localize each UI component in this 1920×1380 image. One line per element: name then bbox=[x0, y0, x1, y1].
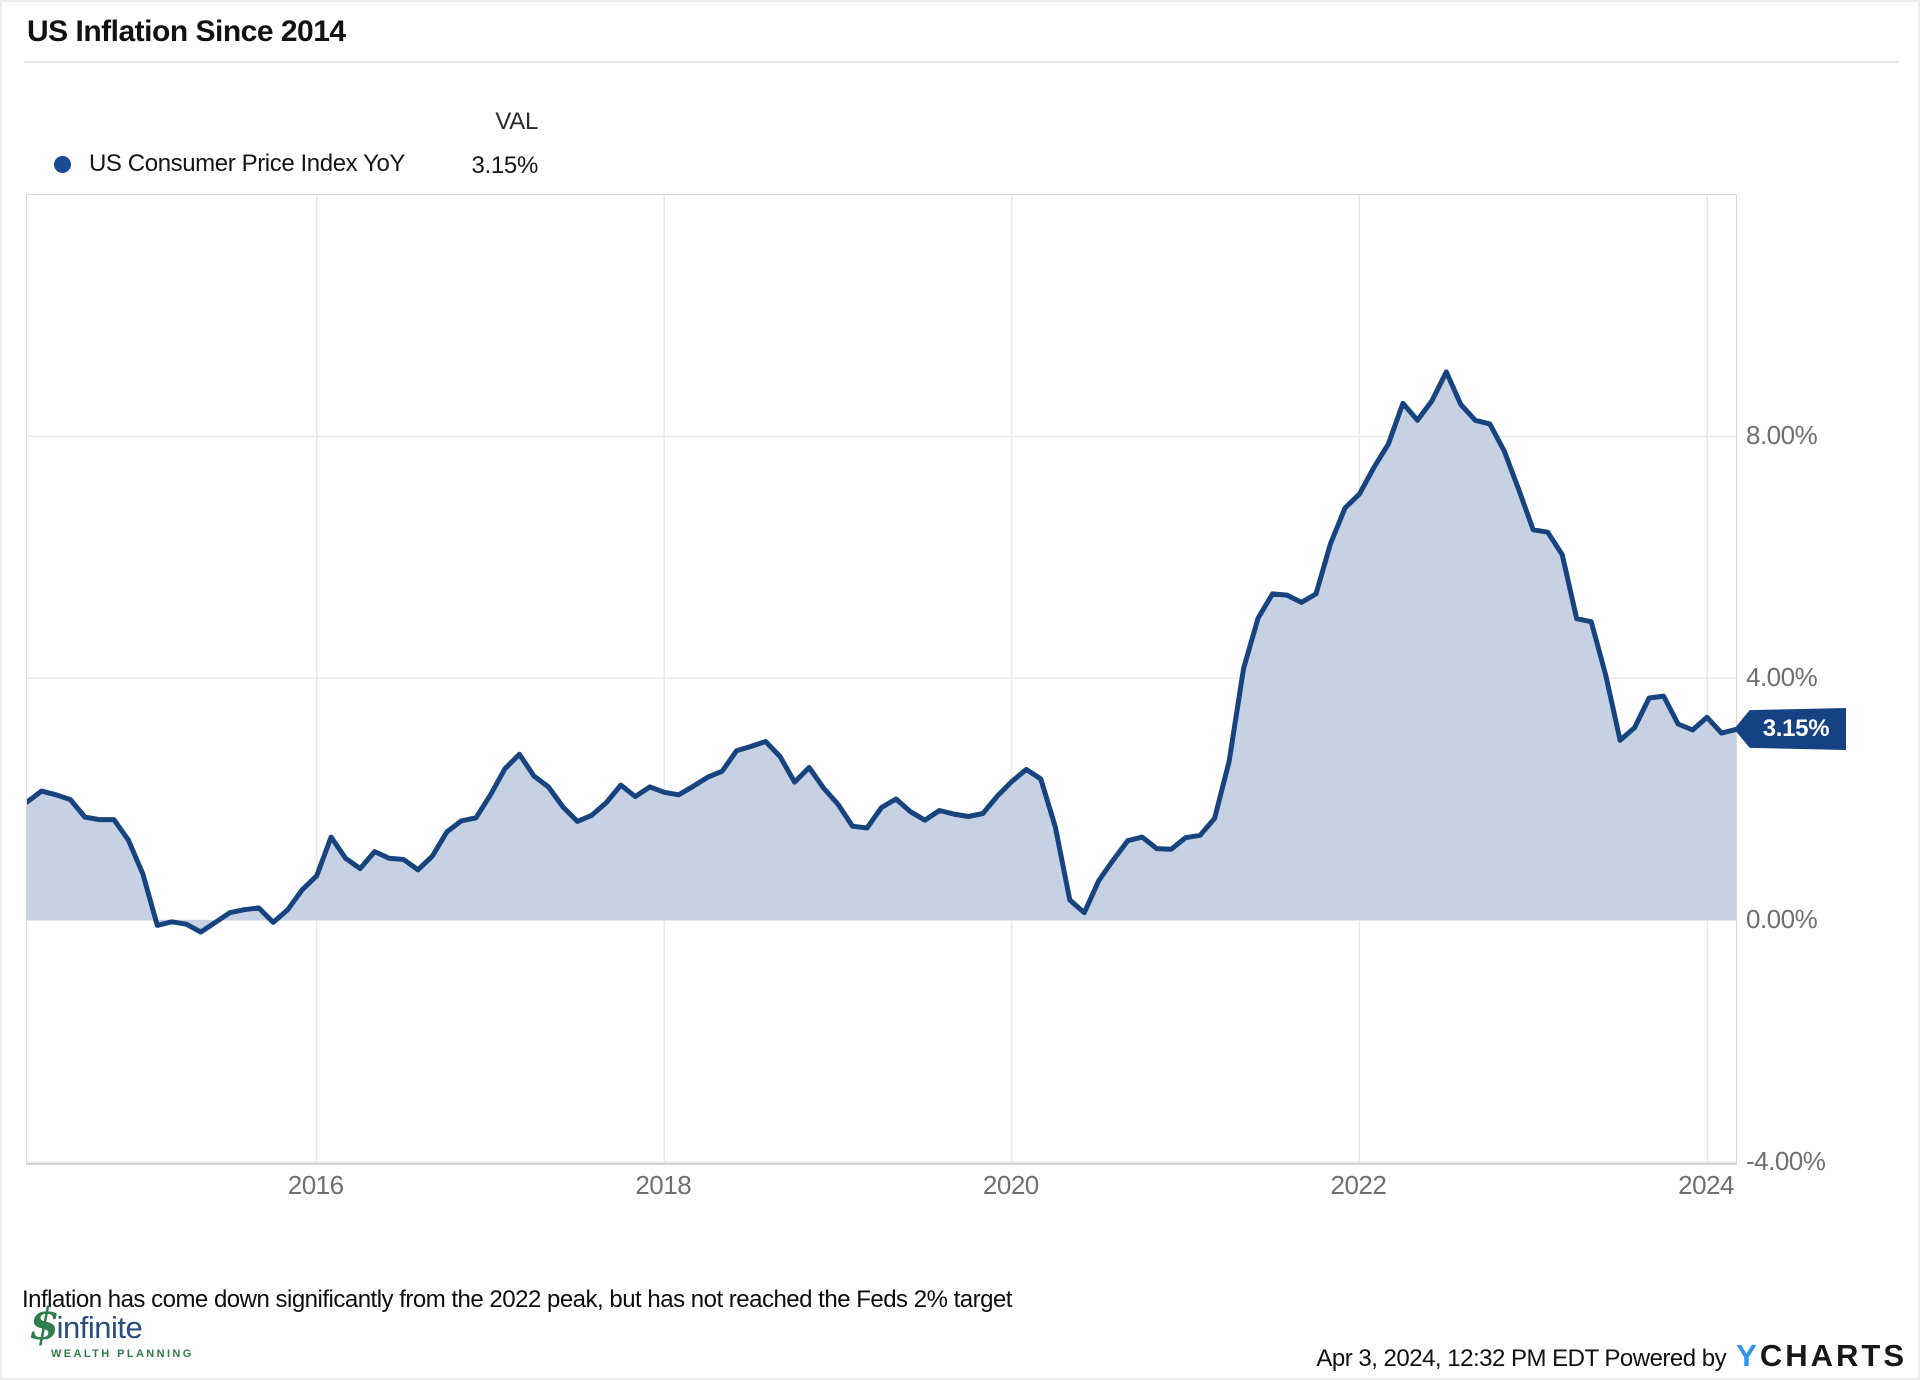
y-tick-label: -4.00% bbox=[1746, 1146, 1826, 1176]
legend-series-label: US Consumer Price Index YoY bbox=[89, 150, 406, 177]
x-tick-label: 2020 bbox=[982, 1170, 1039, 1200]
annotation-text: Inflation has come down significantly fr… bbox=[22, 1286, 1012, 1313]
legend-series-value: 3.15% bbox=[471, 152, 538, 179]
logo-wordmark: $ infinite bbox=[29, 1299, 194, 1350]
y-tick-label: 4.00% bbox=[1746, 662, 1818, 692]
infinite-wealth-planning-logo: $ infinite WEALTH PLANNING bbox=[29, 1299, 194, 1361]
timestamp: Apr 3, 2024, 12:32 PM EDT Powered by bbox=[1316, 1345, 1727, 1372]
legend-val-header: VAL bbox=[495, 108, 538, 135]
plot-area bbox=[26, 194, 1737, 1165]
y-tick-label: 0.00% bbox=[1746, 904, 1818, 934]
dollar-infinity-icon: $ bbox=[29, 1299, 60, 1350]
timestamp-row: Apr 3, 2024, 12:32 PM EDT Powered by YCH… bbox=[1316, 1338, 1907, 1374]
ycharts-y: Y bbox=[1736, 1338, 1760, 1373]
x-tick-label: 2022 bbox=[1330, 1170, 1387, 1200]
y-tick-label: 8.00% bbox=[1746, 420, 1818, 450]
ycharts-charts: CHARTS bbox=[1759, 1338, 1907, 1373]
x-tick-label: 2016 bbox=[287, 1170, 344, 1200]
legend-row: US Consumer Price Index YoY bbox=[54, 148, 405, 180]
ycharts-logo[interactable]: YCHARTS bbox=[1736, 1338, 1907, 1374]
page-title: US Inflation Since 2014 bbox=[27, 15, 346, 48]
legend-dot-icon bbox=[54, 155, 71, 173]
x-tick-label: 2018 bbox=[635, 1170, 692, 1200]
last-value-label: 3.15% bbox=[1762, 715, 1830, 742]
x-tick-label: 2024 bbox=[1678, 1170, 1734, 1200]
logo-name: infinite bbox=[56, 1310, 143, 1345]
last-value-badge: 3.15% bbox=[1734, 708, 1846, 750]
title-divider bbox=[24, 61, 1899, 63]
logo-subtitle: WEALTH PLANNING bbox=[51, 1348, 194, 1360]
cpi-area-chart bbox=[27, 195, 1736, 1163]
